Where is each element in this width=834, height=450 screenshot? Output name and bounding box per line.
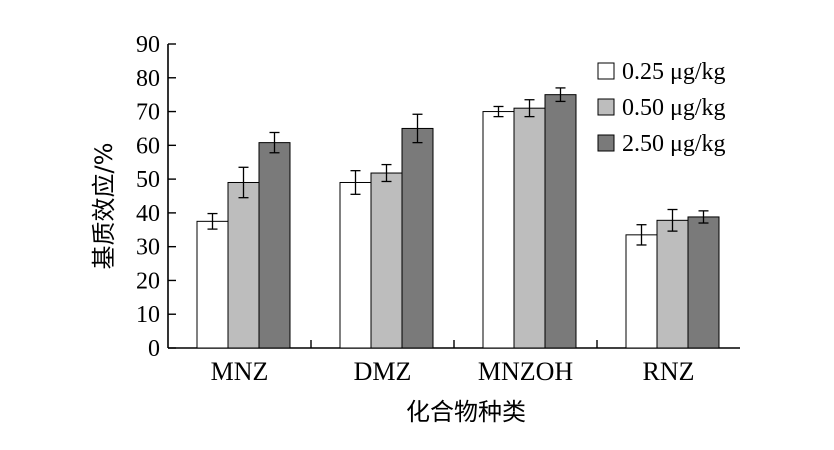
bar-mnzoh-series-3: [544, 94, 577, 349]
legend-label-3: 2.50 μg/kg: [622, 131, 726, 157]
bar-dmz-series-1: [339, 181, 372, 349]
bar-mnz-series-2: [227, 181, 260, 349]
y-tick-label: 40: [136, 201, 160, 227]
y-tick-label: 90: [136, 32, 160, 58]
bar-mnzoh-series-2: [513, 107, 546, 349]
x-axis-title: 化合物种类: [406, 398, 526, 426]
bar-dmz-series-3: [401, 127, 434, 349]
y-axis-title: 基质效应/%: [90, 143, 118, 270]
bar-rnz-series-1: [625, 234, 658, 349]
bar-mnzoh-series-1: [482, 111, 515, 349]
bar-rnz-series-3: [687, 216, 720, 349]
x-category-label: DMZ: [354, 357, 412, 386]
bar-rnz-series-2: [656, 219, 689, 349]
bar-dmz-series-2: [370, 172, 403, 349]
bar-mnz-series-1: [196, 220, 229, 349]
legend-label-2: 0.50 μg/kg: [622, 95, 726, 121]
y-tick-label: 0: [148, 336, 160, 362]
x-category-label: MNZ: [211, 357, 269, 386]
x-category-label: MNZOH: [478, 357, 574, 386]
bar-mnz-series-3: [258, 142, 291, 349]
y-tick-label: 30: [136, 235, 160, 261]
y-tick-label: 10: [136, 302, 160, 328]
y-tick-label: 80: [136, 66, 160, 92]
legend-swatch-1: [597, 62, 615, 80]
y-tick-label: 50: [136, 167, 160, 193]
legend-swatch-3: [597, 134, 615, 152]
y-tick-label: 70: [136, 100, 160, 126]
legend-label-1: 0.25 μg/kg: [622, 59, 726, 85]
y-tick-label: 60: [136, 133, 160, 159]
x-category-label: RNZ: [643, 357, 695, 386]
plot-area: 0 10 20 30 40 50 60 70 80 90 MNZ DMZ MNZOH RNZ 0.25 μg…: [136, 32, 740, 386]
y-tick-label: 20: [136, 268, 160, 294]
legend-swatch-2: [597, 98, 615, 116]
